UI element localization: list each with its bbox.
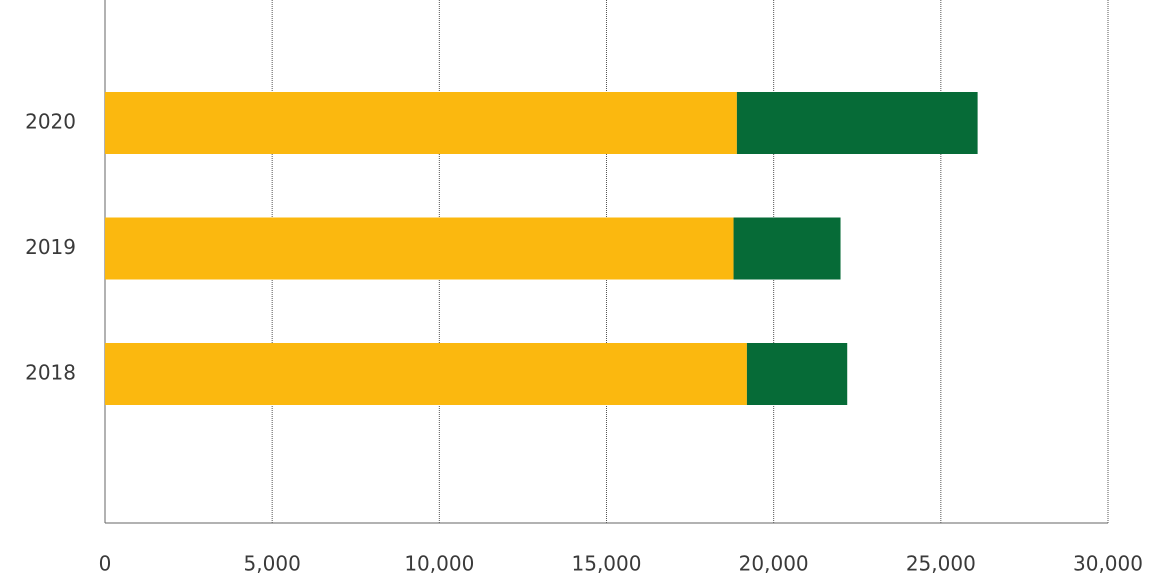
x-tick-label: 5,000	[244, 552, 301, 576]
x-tick-label: 25,000	[906, 552, 976, 576]
y-tick-label: 2019	[25, 235, 76, 259]
bar-segment	[733, 217, 841, 280]
y-tick-label: 2020	[25, 110, 76, 134]
bar-segment	[736, 92, 978, 154]
y-tick-label: 2018	[25, 361, 76, 385]
bar-segment	[105, 217, 734, 280]
x-tick-label: 10,000	[404, 552, 474, 576]
x-tick-label: 30,000	[1073, 552, 1143, 576]
bar-segment	[105, 92, 737, 154]
bar-segment	[105, 343, 747, 405]
x-tick-label: 0	[99, 552, 112, 576]
x-tick-label: 20,000	[739, 552, 809, 576]
bar-segment	[746, 343, 848, 405]
x-tick-label: 15,000	[572, 552, 642, 576]
